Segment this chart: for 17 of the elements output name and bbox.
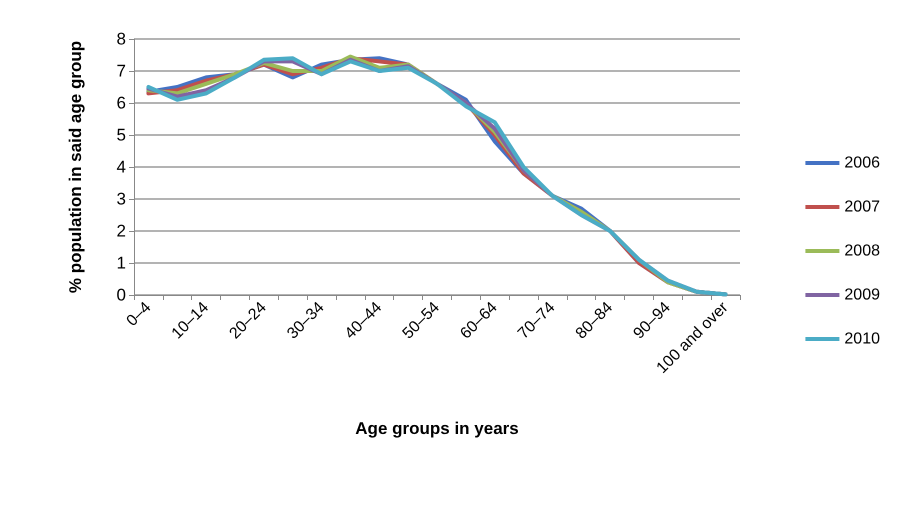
legend-label: 2007 <box>844 198 880 216</box>
y-axis-title: % population in said age group <box>66 40 85 294</box>
x-axis-title: Age groups in years <box>355 419 519 438</box>
y-tick-label: 0 <box>116 286 126 304</box>
y-tick-label: 8 <box>116 30 126 48</box>
y-tick-label: 1 <box>116 254 126 272</box>
legend-label: 2008 <box>844 242 880 260</box>
y-tick-label: 6 <box>116 94 126 112</box>
y-tick-label: 7 <box>116 62 126 80</box>
x-tick-label: 0–4 <box>124 298 155 330</box>
y-tick-label: 4 <box>116 158 126 176</box>
legend-label: 2010 <box>844 330 880 348</box>
y-tick-label: 3 <box>116 190 126 208</box>
y-tick-label: 5 <box>116 126 126 144</box>
legend-label: 2009 <box>844 286 880 304</box>
y-tick-label: 2 <box>116 222 126 240</box>
legend-label: 2006 <box>844 154 880 172</box>
